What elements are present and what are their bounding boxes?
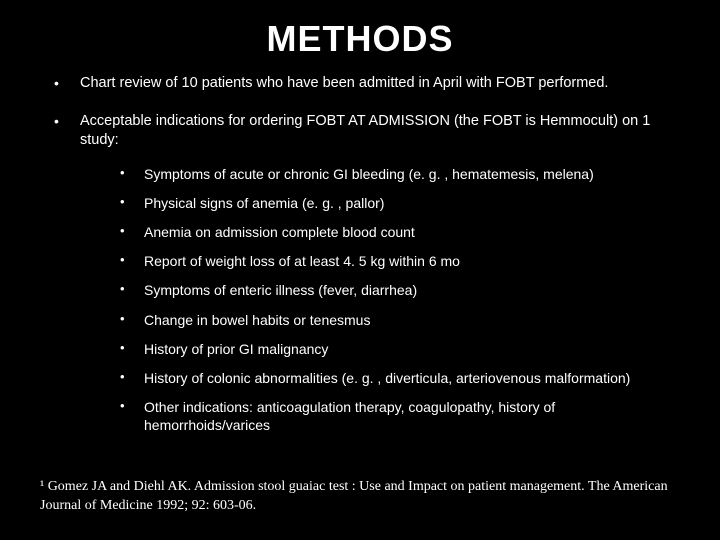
sub-list-item: Change in bowel habits or tenesmus (120, 311, 680, 329)
list-item-text: Acceptable indications for ordering FOBT… (80, 113, 650, 149)
sub-list-item: Symptoms of acute or chronic GI bleeding… (120, 165, 680, 183)
sub-list-item: Physical signs of anemia (e. g. , pallor… (120, 194, 680, 212)
sub-list-item: Other indications: anticoagulation thera… (120, 398, 680, 434)
sub-list-item: Symptoms of enteric illness (fever, diar… (120, 281, 680, 299)
list-item-text: Chart review of 10 patients who have bee… (80, 75, 608, 91)
sub-list: Symptoms of acute or chronic GI bleeding… (80, 165, 680, 435)
list-item: Chart review of 10 patients who have bee… (54, 74, 680, 94)
main-list: Chart review of 10 patients who have bee… (40, 74, 680, 435)
sub-list-item: History of colonic abnormalities (e. g. … (120, 369, 680, 387)
sub-list-item: Anemia on admission complete blood count (120, 223, 680, 241)
sub-list-item: Report of weight loss of at least 4. 5 k… (120, 252, 680, 270)
footnote: ¹ Gomez JA and Diehl AK. Admission stool… (40, 478, 680, 516)
list-item: Acceptable indications for ordering FOBT… (54, 112, 680, 435)
slide-title: METHODS (40, 18, 680, 60)
sub-list-item: History of prior GI malignancy (120, 340, 680, 358)
